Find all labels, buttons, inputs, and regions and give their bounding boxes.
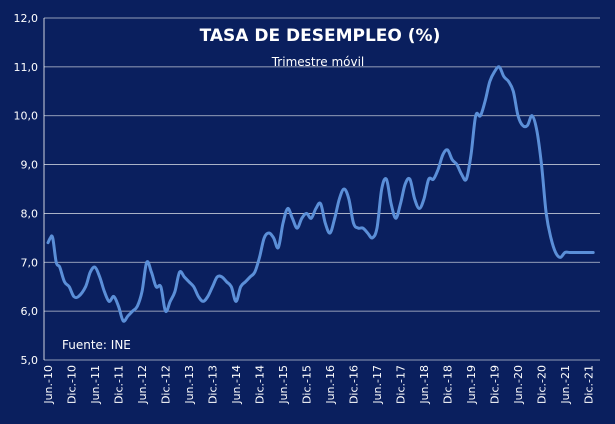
chart-title: TASA DE DESEMPLEO (%) <box>200 26 441 46</box>
grid-layer <box>43 17 600 361</box>
x-tick-label: Jun.-21 <box>559 365 572 405</box>
x-tick-label: Jun.-15 <box>277 365 290 405</box>
x-tick-label: Jun.-19 <box>465 365 478 405</box>
x-tick-label: Jun.-17 <box>371 365 384 405</box>
x-tick-label: Dic.-10 <box>66 365 79 404</box>
y-tick-label: 7,0 <box>21 256 39 269</box>
y-axis: 5,0 6,0 7,0 8,0 9,0 10,0 11,0 12,0 <box>14 12 39 367</box>
x-tick-label: Dic.-11 <box>113 365 126 404</box>
x-tick-label: Jun.-14 <box>230 365 243 405</box>
x-tick-label: Jun.-12 <box>136 365 149 405</box>
y-tick-label: 8,0 <box>21 207 39 220</box>
x-tick-label: Jun.-11 <box>89 365 102 405</box>
x-tick-label: Jun.-20 <box>512 365 525 405</box>
source-note: Fuente: INE <box>62 338 131 352</box>
x-tick-label: Dic.-19 <box>489 365 502 404</box>
x-tick-label: Dic.-12 <box>160 365 173 404</box>
x-axis: Jun.-10 Dic.-10 Jun.-11 Dic.-11 Jun.-12 Dic.-… <box>42 365 596 405</box>
chart-subtitle: Trimestre móvil <box>271 55 365 69</box>
series-line-desempleo <box>46 65 595 323</box>
x-tick-label: Jun.-13 <box>183 365 196 405</box>
series-layer <box>46 65 595 323</box>
x-tick-label: Dic.-18 <box>442 365 455 404</box>
x-tick-label: Dic.-17 <box>395 365 408 404</box>
x-tick-label: Jun.-10 <box>42 365 55 405</box>
y-tick-label: 11,0 <box>14 61 39 74</box>
x-tick-label: Dic.-20 <box>536 365 549 404</box>
x-tick-label: Jun.-16 <box>324 365 337 405</box>
y-tick-label: 12,0 <box>14 12 39 25</box>
x-tick-label: Jun.-18 <box>418 365 431 405</box>
x-tick-label: Dic.-13 <box>207 365 220 404</box>
x-tick-label: Dic.-15 <box>301 365 314 404</box>
x-tick-label: Dic.-21 <box>583 365 596 404</box>
x-tick-label: Dic.-14 <box>254 365 267 404</box>
x-tick-label: Dic.-16 <box>348 365 361 404</box>
y-tick-label: 6,0 <box>21 305 39 318</box>
y-tick-label: 9,0 <box>21 159 39 172</box>
y-tick-label: 5,0 <box>21 354 39 367</box>
y-tick-label: 10,0 <box>14 110 39 123</box>
